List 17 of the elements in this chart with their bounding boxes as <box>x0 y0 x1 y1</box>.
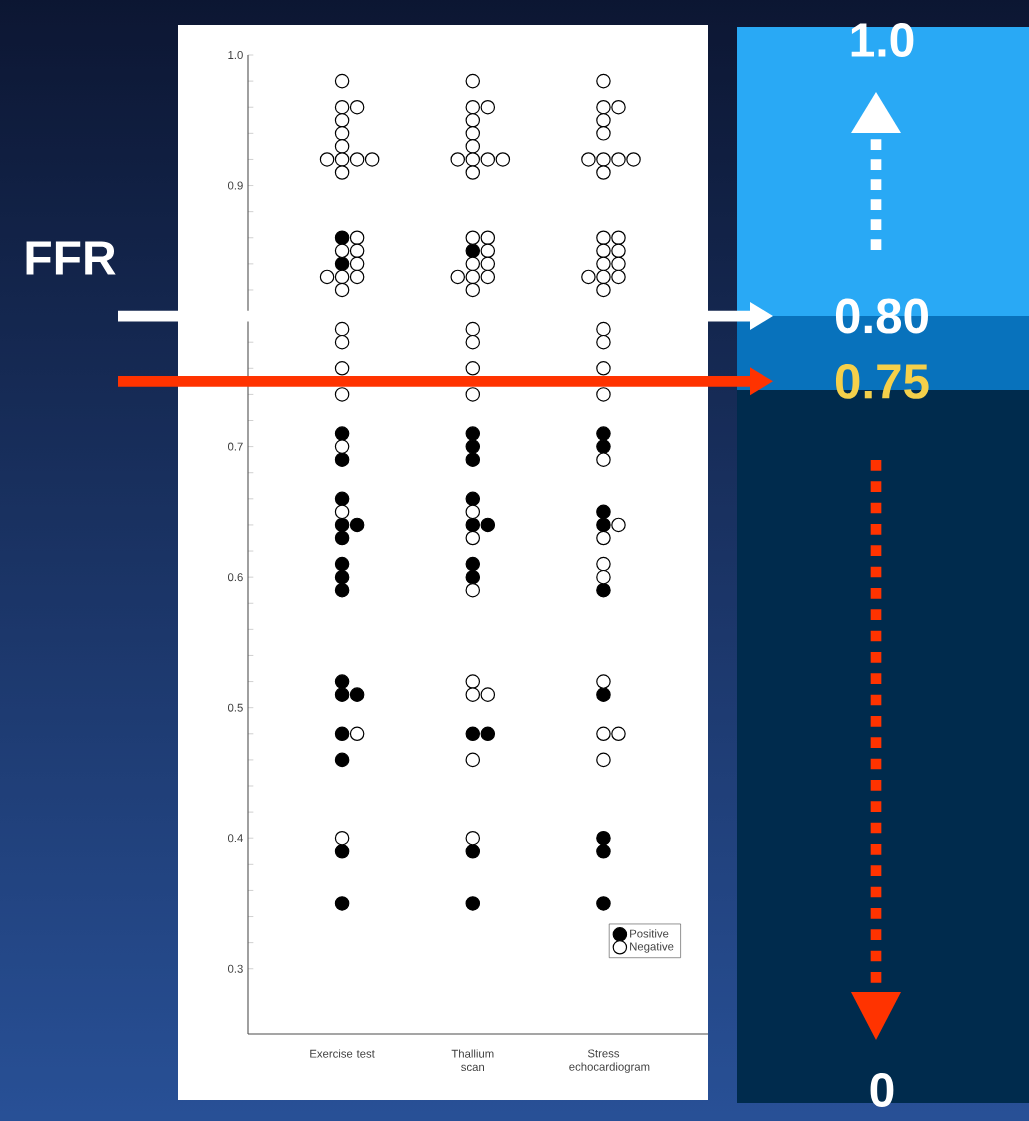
x-tick-label: Thallium scan <box>451 1049 494 1072</box>
legend-label: Negative <box>630 942 674 953</box>
ref-line-label: 0.80 <box>835 298 928 334</box>
y-tick-label: 0.3 <box>227 964 243 973</box>
legend-label: Positive <box>630 929 669 938</box>
text: FFR <box>26 241 116 275</box>
y-tick-label: 0.4 <box>227 834 243 843</box>
y-tick-label: 0.5 <box>227 703 243 712</box>
x-tick-label: Exercise test <box>310 1049 375 1058</box>
text: 0 <box>870 1073 894 1107</box>
y-tick-label: 0.6 <box>227 573 243 582</box>
ref-line-label: 0.75 <box>835 363 929 399</box>
text: 1.0 <box>851 23 914 57</box>
x-tick-label: Stress echocardiogram <box>569 1049 650 1073</box>
y-tick-label: 1.0 <box>228 51 243 60</box>
y-tick-label: 0.9 <box>227 181 243 190</box>
y-tick-label: 0.7 <box>227 442 243 451</box>
